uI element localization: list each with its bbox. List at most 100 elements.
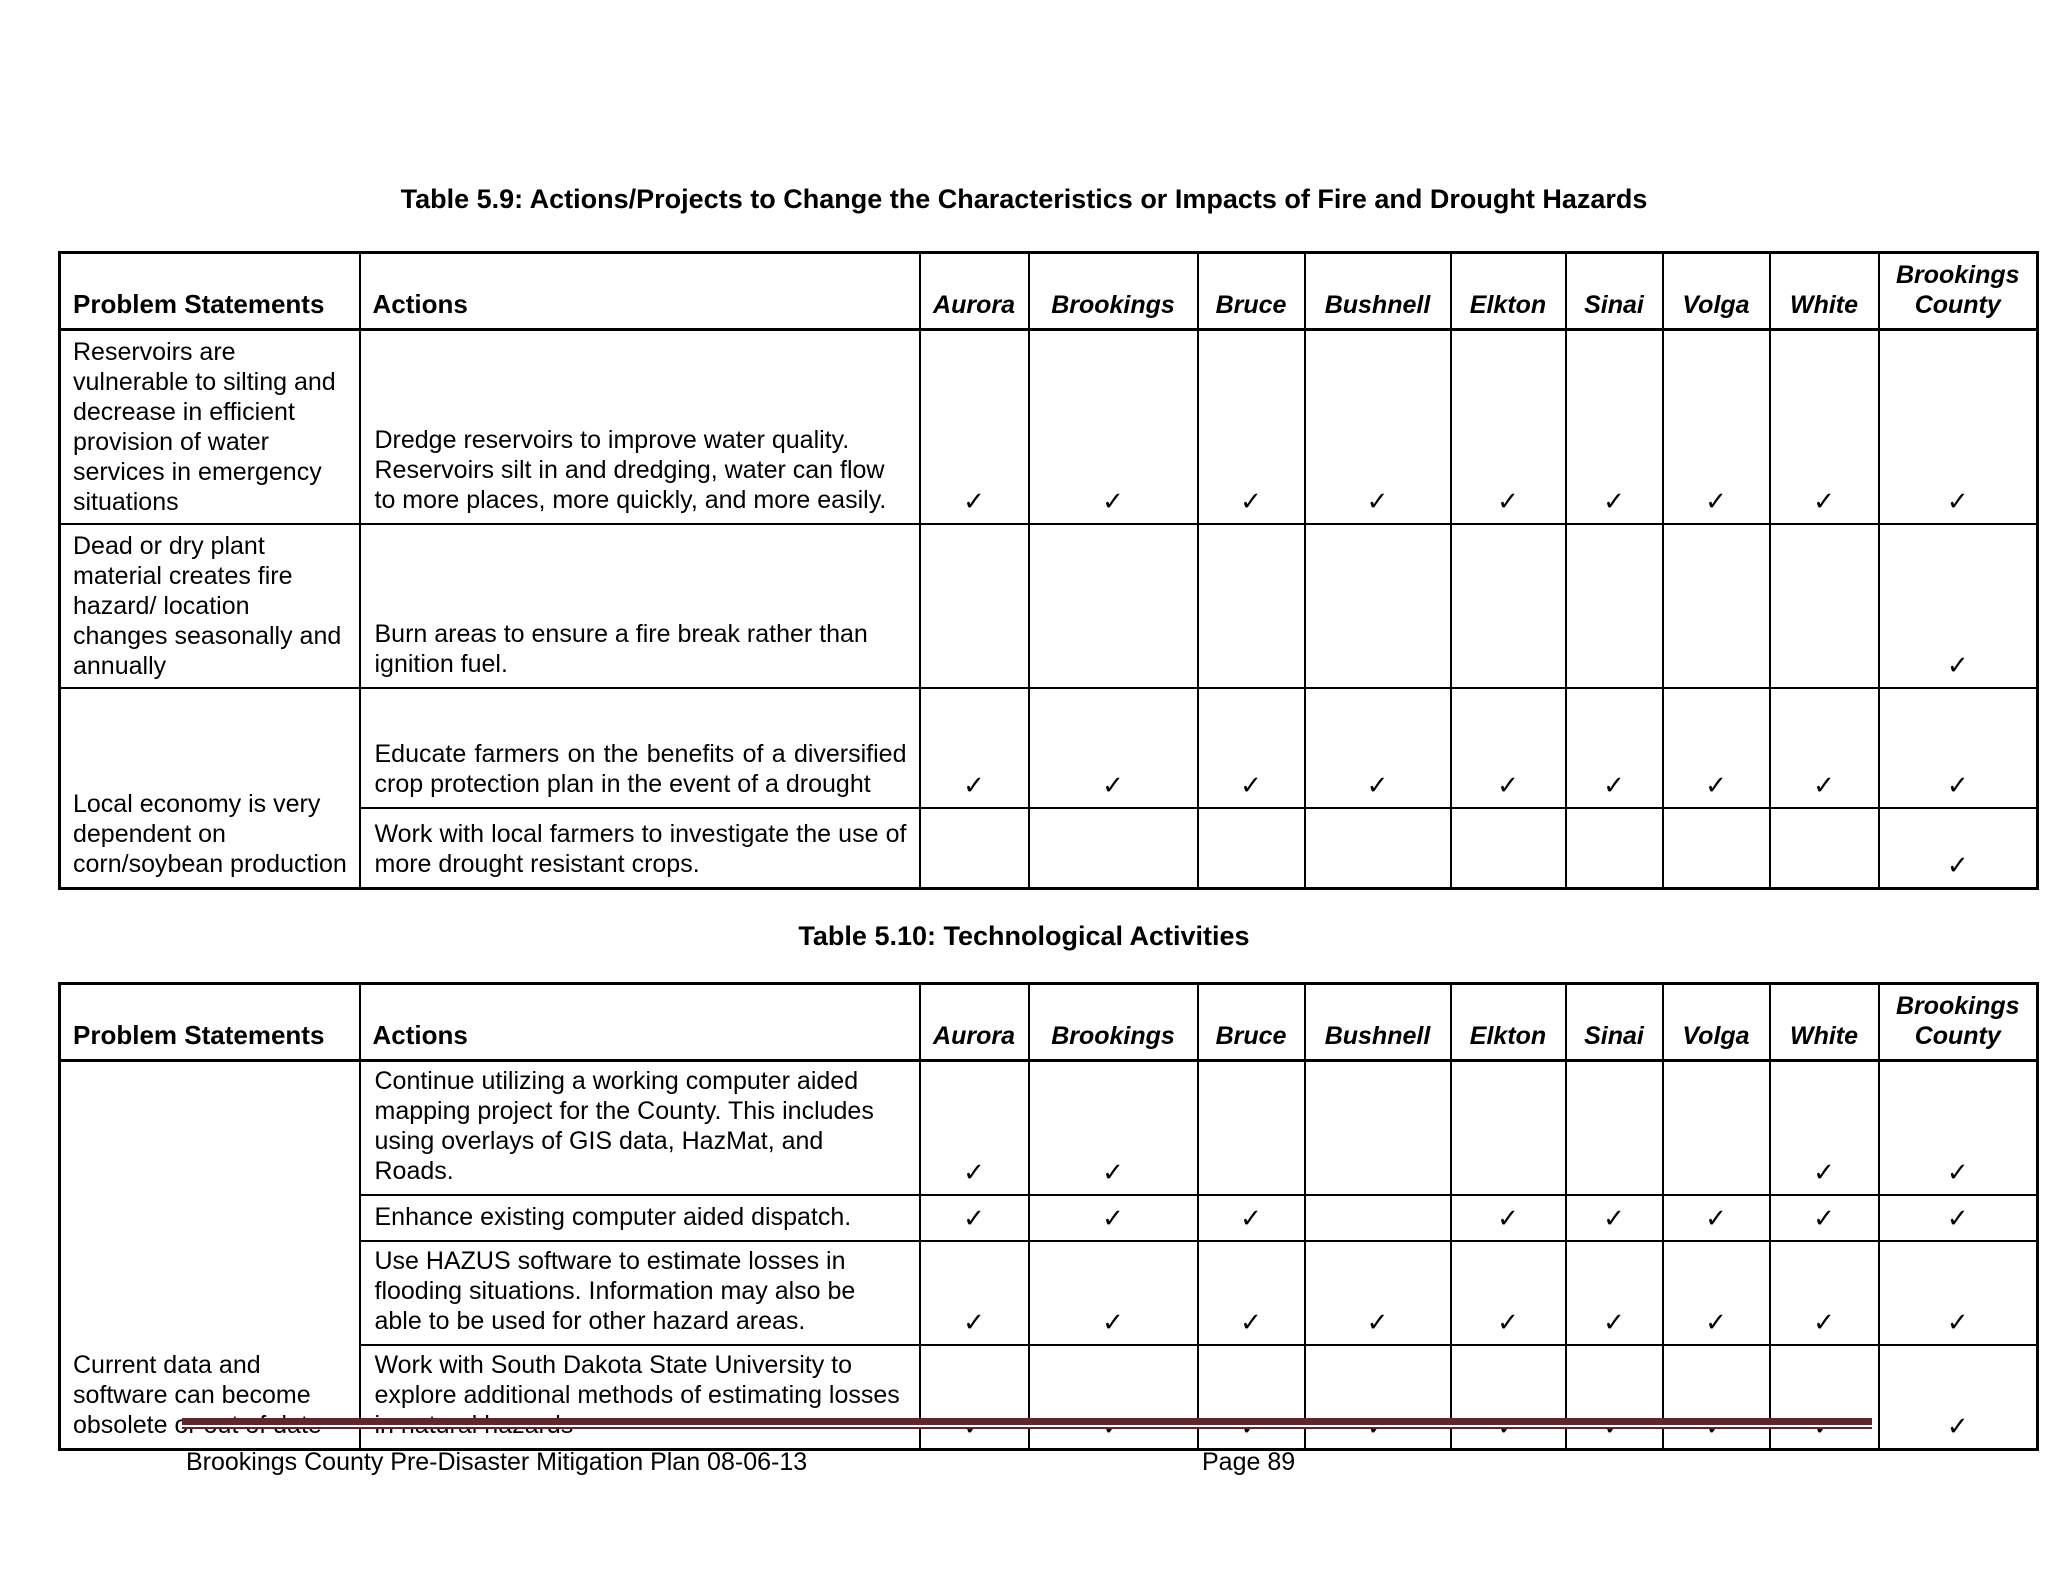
check-cell: ✓ bbox=[1027, 328, 1199, 525]
check-cell bbox=[1303, 807, 1452, 889]
check-cell: ✓ bbox=[1449, 1193, 1567, 1242]
check-cell: ✓ bbox=[918, 1059, 1030, 1196]
check-cell: ✓ bbox=[1564, 687, 1664, 809]
column-header-white: White bbox=[1768, 982, 1880, 1062]
table-row: Reservoirs are vulnerable to silting and… bbox=[58, 328, 2039, 525]
column-header-brookings: Brookings bbox=[1027, 251, 1199, 331]
check-cell: ✓ bbox=[1196, 1239, 1306, 1346]
check-cell: ✓ bbox=[918, 1239, 1030, 1346]
check-cell: ✓ bbox=[1196, 1193, 1306, 1242]
check-cell: ✓ bbox=[1449, 1239, 1567, 1346]
check-cell: ✓ bbox=[1877, 807, 2039, 889]
check-cell: ✓ bbox=[1661, 1193, 1771, 1242]
check-cell: ✓ bbox=[1877, 1193, 2039, 1242]
check-cell: ✓ bbox=[1449, 687, 1567, 809]
action-cell: Work with local farmers to investigate t… bbox=[358, 807, 921, 889]
footer-rule-thin bbox=[182, 1427, 1872, 1429]
table-row: Dead or dry plant material creates fire … bbox=[58, 523, 2039, 689]
check-cell: ✓ bbox=[918, 1193, 1030, 1242]
table-row: Use HAZUS software to estimate losses in… bbox=[60, 1239, 2039, 1346]
check-cell bbox=[1449, 1059, 1567, 1196]
check-cell: ✓ bbox=[1877, 1343, 2039, 1450]
check-cell: ✓ bbox=[1661, 328, 1771, 525]
check-cell: ✓ bbox=[1768, 1343, 1880, 1450]
check-cell: ✓ bbox=[1027, 1193, 1199, 1242]
check-cell: ✓ bbox=[1768, 1239, 1880, 1346]
table-row: Local economy is very dependent on corn/… bbox=[58, 687, 2039, 889]
check-cell bbox=[1303, 1193, 1452, 1242]
check-cell: ✓ bbox=[1027, 1059, 1199, 1196]
column-header-problem-statements: Problem Statements bbox=[58, 251, 361, 331]
action-cell: Educate farmers on the benefits of a div… bbox=[358, 687, 921, 809]
check-cell: ✓ bbox=[1661, 1239, 1771, 1346]
table-row: Work with South Dakota State University … bbox=[60, 1343, 2039, 1450]
check-cell bbox=[918, 523, 1030, 689]
check-cell bbox=[1449, 807, 1567, 889]
check-cell: ✓ bbox=[1196, 1343, 1306, 1450]
footer-rule-gap bbox=[182, 1425, 1872, 1427]
column-header-problem-statements: Problem Statements bbox=[58, 982, 361, 1062]
check-cell: ✓ bbox=[1877, 1239, 2039, 1346]
check-cell bbox=[1564, 523, 1664, 689]
check-cell: ✓ bbox=[918, 328, 1030, 525]
check-cell bbox=[1196, 1059, 1306, 1196]
check-cell: ✓ bbox=[1661, 687, 1771, 809]
check-cell: ✓ bbox=[1449, 328, 1567, 525]
table-row: Current data and software can become obs… bbox=[58, 1059, 2039, 1450]
problem-cell: Current data and software can become obs… bbox=[58, 1059, 361, 1450]
check-cell bbox=[1564, 1059, 1664, 1196]
check-cell: ✓ bbox=[1303, 687, 1452, 809]
check-cell: ✓ bbox=[1303, 1239, 1452, 1346]
check-cell: ✓ bbox=[1768, 687, 1880, 809]
check-cell: ✓ bbox=[918, 687, 1030, 809]
column-header-sinai: Sinai bbox=[1564, 982, 1664, 1062]
check-cell: ✓ bbox=[1877, 687, 2039, 809]
column-header-brookings: Brookings bbox=[1027, 982, 1199, 1062]
problem-cell: Local economy is very dependent on corn/… bbox=[58, 687, 361, 889]
page-number: Page 89 bbox=[1202, 1448, 1296, 1476]
check-cell: ✓ bbox=[1768, 328, 1880, 525]
table-5-9: Problem Statements Actions Aurora Brooki… bbox=[58, 251, 2039, 890]
problem-cell: Reservoirs are vulnerable to silting and… bbox=[58, 328, 361, 525]
footer-rule-thick bbox=[182, 1418, 1872, 1425]
check-cell bbox=[1661, 807, 1771, 889]
check-cell: ✓ bbox=[1303, 328, 1452, 525]
table-5-10: Problem Statements Actions Aurora Brooki… bbox=[58, 981, 2039, 1451]
column-header-volga: Volga bbox=[1661, 251, 1771, 331]
page-footer: Brookings County Pre-Disaster Mitigation… bbox=[182, 1418, 1872, 1476]
check-cell: ✓ bbox=[1027, 687, 1199, 809]
check-cell: ✓ bbox=[1027, 1343, 1199, 1450]
column-header-bruce: Bruce bbox=[1196, 982, 1306, 1062]
check-cell: ✓ bbox=[1877, 1059, 2039, 1196]
check-cell bbox=[918, 807, 1030, 889]
column-header-actions: Actions bbox=[358, 982, 921, 1062]
column-header-volga: Volga bbox=[1661, 982, 1771, 1062]
action-cell: Use HAZUS software to estimate losses in… bbox=[358, 1239, 921, 1346]
check-cell: ✓ bbox=[1877, 523, 2039, 689]
check-cell: ✓ bbox=[1196, 687, 1306, 809]
check-cell bbox=[1027, 807, 1199, 889]
table-row: Enhance existing computer aided dispatch… bbox=[60, 1193, 2039, 1242]
column-header-brookings-county: Brookings County bbox=[1877, 982, 2039, 1062]
action-cell: Work with South Dakota State University … bbox=[358, 1343, 921, 1450]
check-cell: ✓ bbox=[1564, 1239, 1664, 1346]
table-5-10-title: Table 5.10: Technological Activities bbox=[798, 920, 1250, 951]
check-cell bbox=[1449, 523, 1567, 689]
check-cell: ✓ bbox=[1768, 1059, 1880, 1196]
check-cell bbox=[1303, 1059, 1452, 1196]
check-cell: ✓ bbox=[1027, 1239, 1199, 1346]
check-cell bbox=[1768, 807, 1880, 889]
check-cell bbox=[1564, 807, 1664, 889]
column-header-white: White bbox=[1768, 251, 1880, 331]
action-cell: Dredge reservoirs to improve water quali… bbox=[358, 328, 921, 525]
table-header-row: Problem Statements Actions Aurora Brooki… bbox=[58, 982, 2039, 1062]
action-cell: Enhance existing computer aided dispatch… bbox=[358, 1193, 921, 1242]
check-cell bbox=[1196, 807, 1306, 889]
table-5-9-title: Table 5.9: Actions/Projects to Change th… bbox=[400, 184, 1648, 214]
check-cell: ✓ bbox=[1877, 328, 2039, 525]
column-header-bushnell: Bushnell bbox=[1303, 982, 1452, 1062]
check-cell bbox=[1768, 523, 1880, 689]
check-cell: ✓ bbox=[1196, 328, 1306, 525]
column-header-aurora: Aurora bbox=[918, 982, 1030, 1062]
